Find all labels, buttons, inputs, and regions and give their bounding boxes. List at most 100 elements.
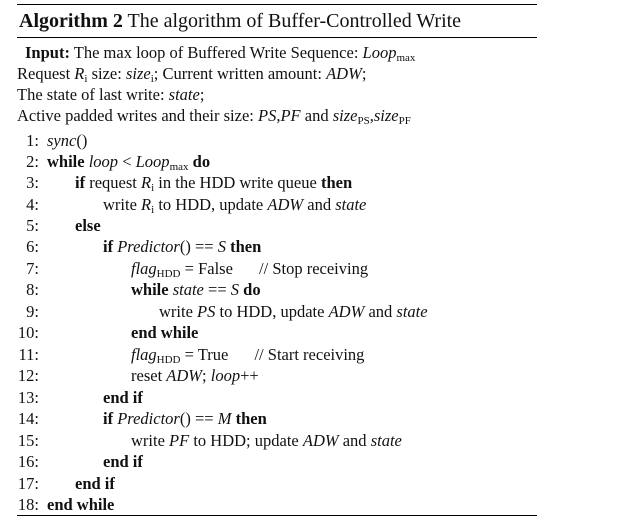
code-text: request <box>89 173 137 192</box>
input-var: size <box>125 64 151 83</box>
input-sub: PF <box>398 115 411 127</box>
line-number: 17: <box>17 474 39 493</box>
code-var: R <box>141 173 152 192</box>
code-var: S <box>217 237 226 256</box>
code-var: ADW <box>302 431 339 450</box>
code-var: state <box>370 431 402 450</box>
code-text: and <box>342 431 367 450</box>
line-number: 3: <box>26 173 39 192</box>
code-keyword: end if <box>75 474 115 493</box>
code-var: Loop <box>135 152 170 171</box>
input-text: , <box>276 106 281 125</box>
code-text: in the HDD write queue <box>158 173 317 192</box>
code-comment: // Stop receiving <box>259 259 369 278</box>
code-fn: Predictor <box>117 409 180 428</box>
input-text: , <box>369 106 374 125</box>
input-var: state <box>168 85 200 104</box>
code-var: state <box>396 302 428 321</box>
code-text: () == <box>179 237 214 256</box>
input-var: PS <box>258 106 277 125</box>
code-keyword: while <box>131 280 169 299</box>
code-sub: max <box>169 161 189 173</box>
line-number: 1: <box>26 131 39 150</box>
code-text: reset <box>131 366 163 385</box>
code-var: state <box>172 280 204 299</box>
input-var: Loop <box>362 43 397 62</box>
code-var: loop <box>210 366 241 385</box>
code-var: R <box>141 195 152 214</box>
line-number: 15: <box>17 431 39 450</box>
code-sub: i <box>151 204 155 216</box>
input-var: ADW <box>326 64 362 83</box>
algorithm-title: Algorithm 2 The algorithm of Buffer-Cont… <box>19 9 461 33</box>
code-keyword: while <box>47 152 85 171</box>
input-text: The state of last write: <box>17 85 165 104</box>
input-text: ; Current written amount: <box>153 64 322 83</box>
algorithm-title-text: The algorithm of Buffer-Controlled Write <box>127 10 462 32</box>
line-number: 12: <box>17 366 39 385</box>
code-text: == <box>208 280 227 299</box>
code-var: S <box>230 280 240 299</box>
code-var: PS <box>197 302 216 321</box>
code-text: to HDD, update <box>158 195 264 214</box>
input-var: size <box>373 106 399 125</box>
input-text: ; <box>199 85 205 104</box>
line-number: 6: <box>26 237 39 256</box>
input-text: ; <box>361 64 367 83</box>
line-number: 18: <box>17 495 39 514</box>
line-number: 4: <box>26 195 39 214</box>
input-sub: max <box>396 52 416 64</box>
input-text: size: <box>91 64 122 83</box>
line-number: 7: <box>26 259 39 278</box>
code-sub: HDD <box>156 268 181 280</box>
code-text: to HDD, update <box>219 302 325 321</box>
input-var: R <box>74 64 85 83</box>
input-var: size <box>332 106 358 125</box>
input-keyword: Input: <box>25 43 70 62</box>
input-text: and <box>304 106 329 125</box>
bottom-rule <box>17 515 537 516</box>
code-var: ADW <box>166 366 203 385</box>
code-text: and <box>368 302 393 321</box>
code-var: M <box>217 409 232 428</box>
code-keyword: if <box>75 173 86 192</box>
code-text: and <box>307 195 332 214</box>
code-text: () == <box>179 409 214 428</box>
code-text: write <box>159 302 193 321</box>
line-number: 10: <box>17 323 39 342</box>
input-sub: PS <box>357 115 370 127</box>
code-keyword: do <box>192 152 211 171</box>
code-keyword: end while <box>131 323 199 342</box>
code-var: ADW <box>267 195 304 214</box>
code-text: ++ <box>240 366 259 385</box>
code-fn: sync <box>47 131 77 150</box>
code-keyword: then <box>320 173 353 192</box>
code-var: loop <box>88 152 119 171</box>
code-text: = False <box>184 259 233 278</box>
code-text: < <box>122 152 132 171</box>
line-number: 5: <box>26 216 39 235</box>
code-comment: // Start receiving <box>254 345 365 364</box>
code-keyword: do <box>243 280 261 299</box>
code-var: ADW <box>328 302 365 321</box>
code-var: state <box>335 195 367 214</box>
input-var: PF <box>280 106 301 125</box>
code-keyword: end if <box>103 452 143 471</box>
code-sub: HDD <box>156 354 181 366</box>
line-number: 8: <box>26 280 39 299</box>
code-keyword: then <box>235 409 267 428</box>
algorithm-label: Algorithm 2 <box>19 10 123 32</box>
line-number: 13: <box>17 388 39 407</box>
code-var: PF <box>169 431 190 450</box>
code-sub: i <box>151 182 155 194</box>
code-text: ; <box>202 366 207 385</box>
line-number: 9: <box>26 302 39 321</box>
code-text: to HDD; update <box>193 431 299 450</box>
code-text: = True <box>184 345 229 364</box>
header-rule <box>17 37 537 38</box>
code-keyword: if <box>103 237 114 256</box>
line-number: 16: <box>17 452 39 471</box>
input-text: Active padded writes and their size: <box>17 106 254 125</box>
input-text: Request <box>17 64 71 83</box>
code-fn: Predictor <box>117 237 180 256</box>
